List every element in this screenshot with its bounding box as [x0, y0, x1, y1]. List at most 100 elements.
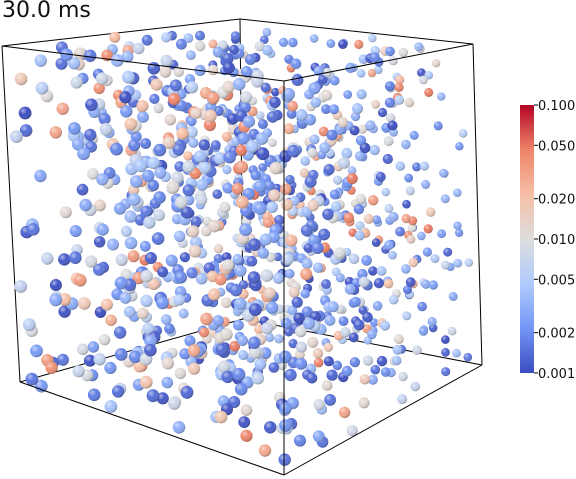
particle	[312, 348, 324, 359]
particle	[300, 156, 311, 166]
particle	[401, 139, 411, 150]
particle	[329, 189, 340, 200]
particle	[87, 168, 99, 180]
particle	[215, 343, 228, 356]
particle	[307, 199, 319, 212]
particle	[301, 258, 313, 270]
particle	[262, 217, 274, 228]
particle	[346, 425, 358, 437]
particle	[174, 161, 185, 172]
particle	[313, 399, 325, 411]
particle	[417, 301, 427, 312]
particle	[278, 453, 291, 466]
particle	[405, 277, 416, 288]
particle	[107, 238, 119, 251]
particle	[384, 203, 394, 213]
particle	[240, 429, 253, 442]
particle	[56, 102, 69, 116]
particle	[269, 96, 281, 108]
particle	[358, 305, 368, 315]
particle	[59, 206, 72, 219]
particle	[140, 205, 152, 217]
particle	[142, 322, 155, 335]
particle	[223, 61, 235, 74]
particle	[287, 100, 299, 112]
particle	[280, 183, 292, 195]
particle	[332, 360, 343, 371]
particle	[237, 132, 250, 145]
particle	[290, 58, 302, 70]
particle	[245, 54, 256, 65]
particle	[109, 31, 121, 43]
particle	[144, 343, 157, 357]
particle	[84, 49, 97, 62]
particle	[172, 143, 185, 156]
particle	[319, 142, 331, 154]
particle	[307, 147, 318, 158]
particle	[232, 367, 246, 381]
colorbar-tick-label: 0.005	[538, 273, 575, 288]
particle	[422, 247, 432, 257]
particle	[229, 283, 243, 297]
particle	[185, 81, 199, 94]
particle	[174, 271, 187, 284]
colorbar-tick-label: 0.020	[538, 193, 575, 208]
particle	[27, 223, 40, 236]
particle	[321, 279, 331, 289]
particle	[418, 326, 428, 336]
frame-edge	[19, 381, 285, 476]
particle	[430, 254, 440, 264]
frame-edge	[283, 364, 483, 476]
particle	[408, 257, 418, 268]
particle	[321, 380, 333, 391]
particle	[235, 160, 249, 174]
particle	[120, 105, 133, 118]
particle	[78, 297, 91, 310]
particle	[100, 298, 113, 311]
particle	[188, 137, 199, 148]
particle	[374, 65, 383, 75]
particle	[383, 278, 394, 289]
particle	[318, 74, 328, 85]
particle	[285, 234, 298, 247]
particle	[221, 259, 235, 272]
particle	[310, 97, 321, 108]
particle	[76, 183, 89, 196]
particle	[85, 255, 98, 268]
particle	[161, 357, 174, 370]
particle	[308, 82, 321, 95]
particle	[302, 317, 315, 330]
particle	[431, 59, 441, 68]
particle	[321, 89, 333, 101]
particle	[18, 106, 32, 120]
particle	[284, 368, 297, 382]
particle	[175, 196, 188, 209]
particle	[69, 251, 82, 264]
particle	[196, 194, 208, 206]
particle	[337, 117, 349, 128]
particle	[291, 74, 304, 86]
particle	[358, 397, 370, 409]
particle	[147, 156, 160, 170]
particle	[268, 189, 281, 202]
particle	[168, 92, 181, 106]
particle	[183, 151, 193, 161]
particle	[198, 161, 211, 174]
particle	[464, 258, 474, 267]
particle	[153, 103, 164, 114]
particle	[365, 120, 376, 131]
particle	[71, 138, 85, 151]
particle	[114, 276, 128, 290]
particle	[407, 223, 417, 233]
particle	[427, 316, 437, 327]
particle	[288, 37, 298, 48]
particle	[144, 252, 157, 264]
particle	[190, 236, 202, 249]
particle	[203, 118, 216, 132]
particle	[338, 406, 351, 419]
particle	[132, 42, 145, 55]
particle	[245, 140, 259, 153]
particle	[338, 157, 350, 169]
particle	[260, 269, 274, 282]
